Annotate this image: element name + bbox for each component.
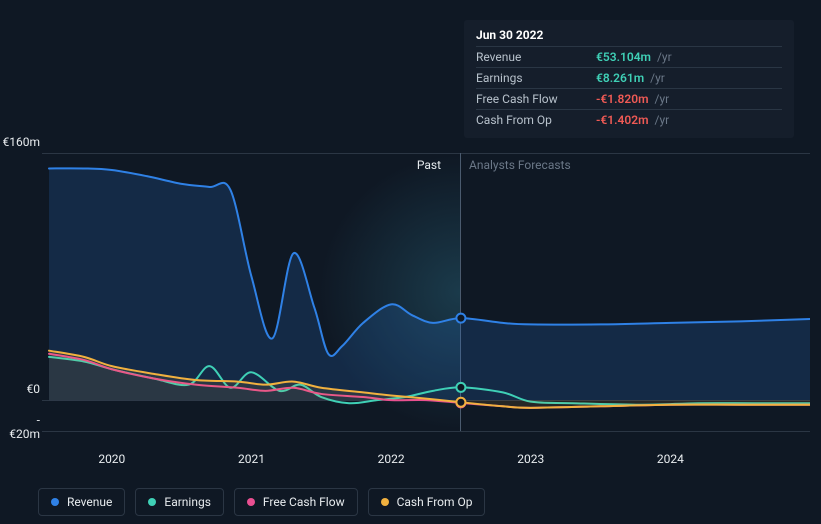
legend-label: Revenue: [67, 495, 112, 509]
legend-swatch: [381, 498, 389, 506]
tooltip-row-unit: /yr: [655, 113, 670, 127]
tooltip-row-unit: /yr: [657, 50, 672, 64]
tooltip-row-label: Free Cash Flow: [476, 92, 596, 106]
legend-item-fcf[interactable]: Free Cash Flow: [234, 488, 358, 516]
tooltip-row-unit: /yr: [655, 92, 670, 106]
tooltip-row-label: Cash From Op: [476, 113, 596, 127]
legend-swatch: [148, 498, 156, 506]
tooltip-date: Jun 30 2022: [476, 28, 782, 46]
tooltip-row: Free Cash Flow-€1.820m/yr: [476, 88, 782, 109]
chart-legend: Revenue Earnings Free Cash Flow Cash From O…: [38, 488, 485, 516]
tooltip-row: Revenue€53.104m/yr: [476, 46, 782, 67]
x-axis-label: 2023: [517, 452, 544, 466]
legend-item-earnings[interactable]: Earnings: [135, 488, 224, 516]
x-axis-label: 2021: [238, 452, 265, 466]
tooltip-row-value: -€1.820m: [596, 92, 649, 106]
chart-plot-area[interactable]: [42, 153, 810, 431]
legend-item-revenue[interactable]: Revenue: [38, 488, 125, 516]
tooltip-row: Earnings€8.261m/yr: [476, 67, 782, 88]
legend-label: Earnings: [164, 495, 211, 509]
tooltip-row: Cash From Op-€1.402m/yr: [476, 109, 782, 130]
marker-revenue: [456, 314, 465, 323]
tooltip-row-value: -€1.402m: [596, 113, 649, 127]
legend-label: Cash From Op: [397, 495, 473, 509]
hover-tooltip: Jun 30 2022 Revenue€53.104m/yrEarnings€8…: [464, 20, 794, 138]
y-axis-label: -€20m: [9, 413, 40, 441]
legend-item-cashop[interactable]: Cash From Op: [368, 488, 486, 516]
tooltip-row-unit: /yr: [650, 71, 665, 85]
legend-label: Free Cash Flow: [263, 495, 345, 509]
tooltip-row-label: Revenue: [476, 50, 596, 64]
y-axis-label: €0: [27, 382, 41, 396]
tooltip-row-value: €53.104m: [596, 50, 651, 64]
series-fill-revenue: [49, 168, 810, 400]
x-axis-label: 2022: [378, 452, 405, 466]
x-axis-label: 2024: [657, 452, 684, 466]
x-axis-label: 2020: [98, 452, 125, 466]
legend-swatch: [51, 498, 59, 506]
legend-swatch: [247, 498, 255, 506]
tooltip-rows: Revenue€53.104m/yrEarnings€8.261m/yrFree…: [476, 46, 782, 130]
y-axis-label: €160m: [3, 135, 41, 149]
gridline: [42, 431, 810, 432]
financial-chart: Jun 30 2022 Revenue€53.104m/yrEarnings€8…: [18, 8, 804, 516]
marker-cashop: [456, 398, 465, 407]
tooltip-row-label: Earnings: [476, 71, 596, 85]
marker-earnings: [456, 383, 465, 392]
tooltip-row-value: €8.261m: [596, 71, 644, 85]
